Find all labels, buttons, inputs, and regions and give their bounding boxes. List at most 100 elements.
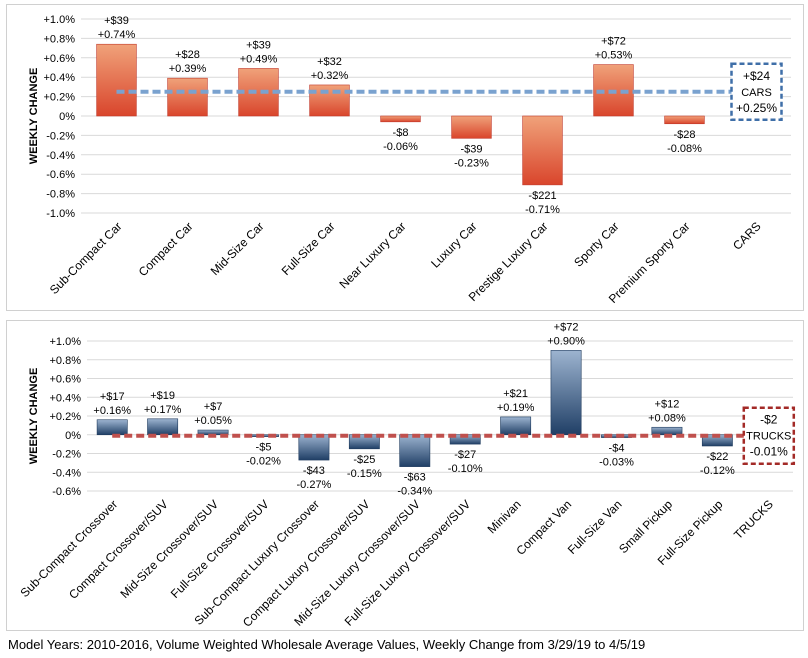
bar-sub-compact-crossover [96, 419, 128, 436]
y-tick-label: +0.8% [44, 33, 76, 45]
category-label: Premium Sporty Car [606, 219, 693, 306]
bar-compact-crossover-suv [147, 418, 179, 436]
category-label: Full-Size Van [565, 497, 625, 557]
bar-compact-car [167, 77, 208, 117]
dollar-label: +$32 [317, 56, 342, 68]
dollar-label: +$28 [175, 49, 200, 61]
y-tick-label: -0.8% [46, 189, 75, 201]
dollar-label: -$5 [256, 442, 272, 454]
bar-compact-van [550, 350, 582, 436]
dollar-label: -$22 [706, 451, 728, 463]
footnote: Model Years: 2010-2016, Volume Weighted … [8, 637, 646, 652]
y-tick-label: +0.6% [50, 374, 82, 386]
bar-prestige-luxury-car [522, 115, 563, 186]
category-label: Mid-Size Car [208, 219, 267, 278]
average-name-label: TRUCKS [746, 431, 791, 443]
category-label: Prestige Luxury Car [466, 219, 551, 304]
dollar-label: +$12 [655, 398, 680, 410]
bar-minivan [500, 416, 532, 436]
y-axis-title: WEEKLY CHANGE [28, 368, 40, 465]
percent-label: -0.27% [296, 479, 331, 491]
average-percent-label: +0.25% [736, 101, 777, 115]
bar-premium-sporty-car [664, 115, 705, 125]
percent-label: +0.39% [169, 63, 207, 75]
dollar-label: -$28 [673, 129, 695, 141]
category-label: Full-Size Crossover/SUV [168, 497, 272, 601]
dollar-label: -$63 [404, 472, 426, 484]
dollar-label: +$17 [100, 391, 125, 403]
dollar-label: +$72 [601, 36, 626, 48]
percent-label: -0.12% [700, 465, 735, 477]
percent-label: +0.90% [547, 335, 585, 347]
cars-chart: +1.0% +0.8% +0.6% +0.4% +0.2% 0% -0.2% -0.4% -0.… [28, 14, 791, 306]
category-label: Mid-Size Crossover/SUV [117, 497, 221, 601]
category-label: Luxury Car [428, 219, 479, 270]
percent-label: +0.74% [98, 29, 136, 41]
segment-average-box [742, 406, 796, 465]
bar-mid-size-car [238, 68, 279, 117]
dollar-label: +$19 [150, 390, 175, 402]
percent-label: -0.03% [599, 457, 634, 469]
percent-label: +0.17% [144, 404, 182, 416]
category-label: Sub-Compact Car [47, 219, 125, 297]
percent-label: -0.15% [347, 468, 382, 480]
percent-label: +0.19% [497, 402, 535, 414]
category-label: TRUCKS [731, 497, 776, 542]
dollar-label: -$25 [353, 454, 375, 466]
dollar-label: -$27 [454, 449, 476, 461]
y-tick-label: 0% [59, 111, 75, 123]
y-tick-label: +0.4% [50, 392, 82, 404]
cars-chart-panel: +1.0% +0.8% +0.6% +0.4% +0.2% 0% -0.2% -0.4% -0.… [6, 4, 804, 311]
category-label: Compact Crossover/SUV [66, 497, 171, 602]
percent-label: +0.53% [595, 50, 633, 62]
category-label: Compact Car [136, 219, 196, 279]
y-axis-title: WEEKLY CHANGE [28, 68, 40, 165]
percent-label: -0.23% [454, 157, 489, 169]
y-tick-label: -1.0% [46, 208, 75, 220]
y-tick-label: +0.2% [50, 411, 82, 423]
dollar-label: -$4 [609, 443, 625, 455]
dollar-label: -$39 [460, 143, 482, 155]
percent-label: -0.06% [383, 141, 418, 153]
percent-label: -0.34% [397, 486, 432, 498]
average-percent-label: -0.01% [750, 445, 788, 459]
y-tick-label: -0.6% [52, 486, 81, 498]
average-dollar-label: +$24 [743, 69, 770, 83]
dollar-label: +$39 [246, 39, 271, 51]
category-label: Full-Size Car [279, 219, 338, 278]
y-tick-label: +0.8% [50, 355, 82, 367]
dollar-label: -$221 [528, 190, 556, 202]
percent-label: -0.02% [246, 456, 281, 468]
bar-mid-size-luxury-crossover-suv [399, 434, 431, 467]
y-tick-label: -0.6% [46, 169, 75, 181]
bar-near-luxury-car [380, 115, 421, 123]
category-label: Sub-Compact Crossover [18, 497, 121, 600]
y-tick-label: -0.2% [46, 130, 75, 142]
percent-label: +0.32% [311, 70, 349, 82]
y-tick-label: +1.0% [44, 14, 76, 26]
trucks-chart: +1.0% +0.8% +0.6% +0.4% +0.2% 0% -0.2% -0.4% -0.… [18, 321, 796, 630]
y-tick-label: +0.6% [44, 53, 76, 65]
y-tick-label: +1.0% [50, 336, 82, 348]
y-tick-label: -0.4% [52, 467, 81, 479]
bar-sub-compact-car [96, 43, 137, 117]
percent-label: +0.16% [93, 405, 131, 417]
dollar-label: -$8 [393, 127, 409, 139]
category-label: Near Luxury Car [336, 219, 408, 291]
average-name-label: CARS [741, 87, 772, 99]
category-label: Minivan [485, 497, 524, 536]
dollar-label: -$43 [303, 465, 325, 477]
percent-label: +0.05% [194, 415, 232, 427]
dollar-label: +$72 [554, 321, 579, 333]
trucks-chart-panel: +1.0% +0.8% +0.6% +0.4% +0.2% 0% -0.2% -0.4% -0.… [6, 320, 804, 631]
y-tick-label: -0.4% [46, 150, 75, 162]
percent-label: +0.08% [648, 412, 686, 424]
y-tick-label: 0% [65, 430, 81, 442]
percent-label: -0.08% [667, 143, 702, 155]
bar-sub-compact-luxury-crossover [298, 434, 330, 461]
y-tick-label: +0.4% [44, 72, 76, 84]
dollar-label: +$39 [104, 15, 129, 27]
bar-luxury-car [451, 115, 492, 139]
bar-small-pickup [651, 426, 683, 436]
y-tick-label: +0.2% [44, 92, 76, 104]
